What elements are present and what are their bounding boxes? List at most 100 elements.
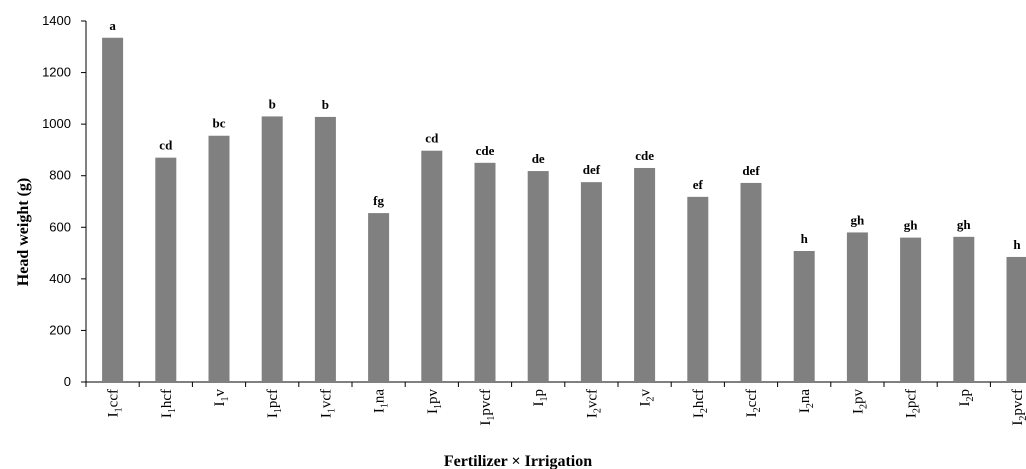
y-tick-label: 600 <box>49 219 71 234</box>
x-category-label: I2ccf <box>744 389 763 417</box>
x-category-label: I1na <box>372 389 391 414</box>
category-suffix: pcf <box>265 389 281 408</box>
category-prefix: I <box>691 413 707 418</box>
category-subscript: 1 <box>114 407 125 412</box>
category-subscript: 1 <box>326 408 337 413</box>
significance-letter: gh <box>957 217 972 232</box>
significance-letter: cd <box>159 138 173 153</box>
y-axis: 0 200 400 600 800 1000 1200 1400 <box>42 13 87 389</box>
bar <box>580 182 602 382</box>
category-suffix: ccf <box>744 389 760 407</box>
significance-letter: cde <box>476 143 495 158</box>
bar <box>102 37 124 383</box>
bar <box>846 232 868 382</box>
x-category-label: I2pvcf <box>1010 389 1026 426</box>
category-subscript: 1 <box>539 397 550 402</box>
x-category-label: I2hcf <box>691 389 710 418</box>
category-prefix: I <box>797 408 813 413</box>
bar <box>421 150 443 382</box>
x-category-label: I1pvcf <box>478 389 497 426</box>
bar <box>634 167 656 382</box>
y-tick-label: 0 <box>64 374 71 389</box>
bar <box>740 182 762 382</box>
category-subscript: 1 <box>433 404 444 409</box>
bar <box>900 237 922 382</box>
category-subscript: 2 <box>965 397 976 402</box>
significance-letter: cde <box>635 148 654 163</box>
bar <box>793 251 815 382</box>
y-tick-label: 1400 <box>42 13 71 28</box>
significance-letter: b <box>269 96 276 111</box>
category-subscript: 2 <box>752 407 763 412</box>
x-category-label: I2na <box>797 389 816 414</box>
category-prefix: I <box>318 413 334 418</box>
category-prefix: I <box>584 413 600 418</box>
category-suffix: hcf <box>691 389 707 408</box>
x-category-label: I2p <box>957 389 976 407</box>
bar <box>155 157 177 382</box>
bar <box>1006 256 1026 382</box>
category-prefix: I <box>425 409 441 414</box>
category-prefix: I <box>212 402 228 407</box>
category-prefix: I <box>850 409 866 414</box>
category-subscript: 1 <box>380 403 391 408</box>
category-suffix: pv <box>850 389 866 405</box>
x-category-label: I1p <box>531 389 550 407</box>
bar <box>527 171 549 382</box>
significance-letter: h <box>801 231 809 246</box>
x-category-label: I1pv <box>425 389 444 415</box>
x-category-label: I1ccf <box>106 389 125 417</box>
category-subscript: 1 <box>273 408 284 413</box>
category-prefix: I <box>957 402 973 407</box>
x-category-label: I2v <box>638 389 657 407</box>
x-category-label: I1vcf <box>318 389 337 418</box>
category-suffix: hcf <box>159 389 175 408</box>
y-tick-label: 400 <box>49 271 71 286</box>
category-suffix: vcf <box>584 389 600 408</box>
y-tick-label: 1200 <box>42 65 71 80</box>
bar <box>208 135 230 382</box>
bars-group <box>102 37 1026 383</box>
category-subscript: 1 <box>486 416 497 421</box>
category-suffix: p <box>531 389 547 397</box>
significance-letter: h <box>1013 237 1021 252</box>
bar <box>953 236 975 382</box>
category-subscript: 1 <box>220 397 231 402</box>
category-subscript: 2 <box>912 408 923 413</box>
category-suffix: pvcf <box>1010 389 1026 416</box>
category-subscript: 2 <box>805 403 816 408</box>
category-suffix: v <box>638 389 654 397</box>
category-subscript: 2 <box>1018 416 1026 421</box>
category-suffix: pv <box>425 389 441 405</box>
category-suffix: na <box>372 389 388 404</box>
y-tick-label: 200 <box>49 322 71 337</box>
category-prefix: I <box>159 413 175 418</box>
category-suffix: ccf <box>106 389 122 407</box>
category-prefix: I <box>638 402 654 407</box>
significance-letter: a <box>109 18 116 33</box>
category-prefix: I <box>531 402 547 407</box>
x-category-label: I1pcf <box>265 389 284 418</box>
x-category-label: I2pcf <box>904 389 923 418</box>
category-prefix: I <box>106 412 122 417</box>
bar <box>687 196 709 382</box>
category-subscript: 2 <box>858 404 869 409</box>
significance-letter: gh <box>904 218 919 233</box>
x-axis <box>85 381 1026 387</box>
significance-letter: b <box>322 97 329 112</box>
significance-letter: bc <box>213 116 226 131</box>
category-suffix: p <box>957 389 973 397</box>
significance-letter: de <box>532 151 545 166</box>
x-category-label: I2pv <box>850 389 869 415</box>
category-suffix: pvcf <box>478 389 494 416</box>
significance-letter: def <box>583 162 601 177</box>
category-prefix: I <box>904 413 920 418</box>
bar <box>368 213 390 382</box>
significance-letter: cd <box>425 131 439 146</box>
significance-letters-group: a cd bc b b fg cd cde de def cde ef def h gh gh gh h <box>109 18 1021 252</box>
category-subscript: 2 <box>592 408 603 413</box>
x-category-label: I1hcf <box>159 389 178 418</box>
significance-letter: gh <box>851 212 866 227</box>
